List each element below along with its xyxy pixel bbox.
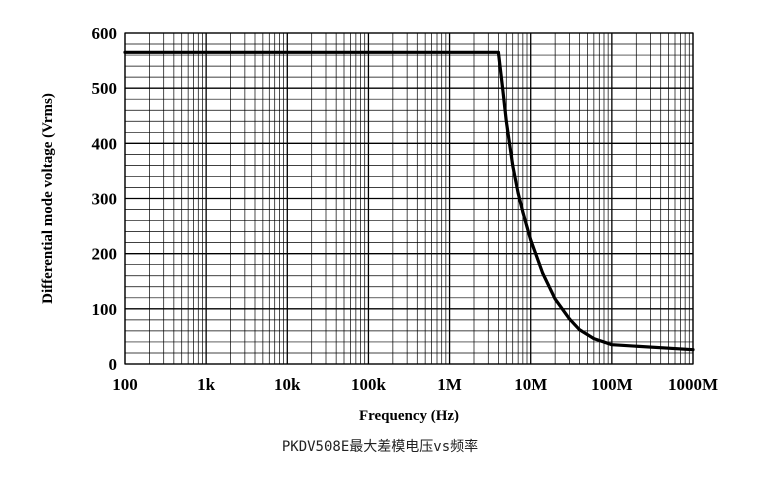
x-tick-label: 100 [112, 375, 138, 394]
x-tick-label: 1M [437, 375, 462, 394]
series-point [592, 337, 596, 341]
y-tick-label: 500 [92, 79, 118, 98]
x-tick-label: 1k [197, 375, 216, 394]
x-tick-label: 1000M [668, 375, 718, 394]
series-point [521, 210, 525, 214]
x-tick-label: 100k [351, 375, 387, 394]
y-tick-label: 0 [109, 355, 118, 374]
series-point [553, 297, 557, 301]
y-tick-label: 300 [92, 190, 118, 209]
series-point [501, 86, 504, 90]
series-point [516, 191, 520, 195]
y-tick-label: 600 [92, 24, 118, 43]
series-point [123, 50, 127, 54]
y-tick-label: 200 [92, 245, 118, 264]
series-point [610, 343, 614, 347]
series-point [497, 50, 500, 54]
figure-caption: PKDV508E最大差模电压vs频率 [281, 439, 479, 455]
x-tick-label: 10M [514, 375, 547, 394]
series-point [511, 164, 515, 167]
series-point [568, 317, 571, 321]
y-tick-label: 100 [92, 300, 118, 319]
y-axis-title: Differential mode voltage (Vrms) [40, 93, 56, 304]
x-tick-label: 100M [591, 375, 633, 394]
y-tick-label: 400 [92, 134, 118, 153]
series-point [529, 238, 533, 242]
x-axis-title: Frequency (Hz) [359, 408, 459, 424]
y-tick-labels: 0 100 200 300 400 500 600 [92, 24, 118, 374]
series-point [578, 328, 581, 332]
series-point [691, 348, 695, 352]
series-layer [123, 50, 695, 352]
x-tick-label: 10k [274, 375, 301, 394]
x-tick-labels: 100 1k 10k 100k 1M 10M 100M 1000M [112, 375, 718, 394]
series-point [541, 271, 544, 275]
series-point [504, 119, 508, 123]
plot-frame [124, 32, 694, 365]
